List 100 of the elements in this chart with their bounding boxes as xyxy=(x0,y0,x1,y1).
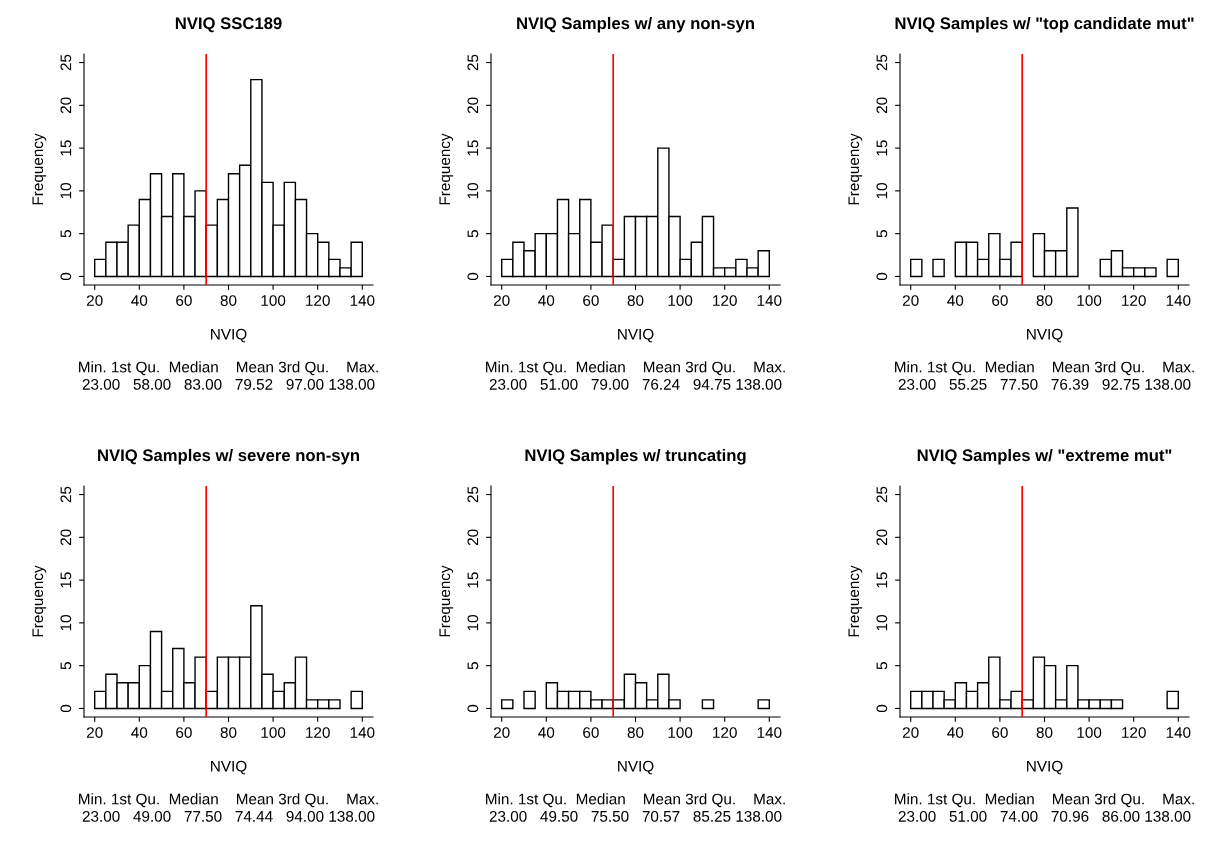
y-tick-label: 5 xyxy=(876,230,888,238)
x-tick-label: 40 xyxy=(131,727,148,738)
y-tick-label: 25 xyxy=(467,54,479,71)
y-tick-label: 5 xyxy=(876,662,888,670)
y-tick-label: 25 xyxy=(876,54,888,71)
x-tick-label: 100 xyxy=(668,295,693,306)
x-tick-label: 20 xyxy=(86,727,103,738)
y-tick-label: 15 xyxy=(60,140,72,156)
y-tick-label: 25 xyxy=(60,486,72,503)
x-tick-label: 60 xyxy=(992,727,1008,738)
y-tick-label: 15 xyxy=(467,572,479,588)
y-axis-title: Frequency xyxy=(439,565,454,637)
x-tick-label: 60 xyxy=(176,727,192,738)
x-tick-label: 100 xyxy=(668,727,693,738)
x-tick-label: 80 xyxy=(220,295,237,306)
y-tick-label: 5 xyxy=(467,230,479,238)
y-tick-label: 0 xyxy=(467,272,479,281)
text: 23.00 49.50 75.50 70.57 85.25 138.00 xyxy=(489,810,782,822)
text: Min. 1st Qu. Median Mean 3rd Qu. Max. xyxy=(486,793,785,808)
x-tick-label: 20 xyxy=(493,727,510,738)
text: 23.00 51.00 74.00 70.96 86.00 138.00 xyxy=(898,810,1191,822)
y-tick-label: 0 xyxy=(60,272,72,281)
x-axis-title: NVIQ xyxy=(1027,328,1063,343)
text: Min. 1st Qu. Median Mean 3rd Qu. Max. xyxy=(895,793,1194,808)
y-tick-label: 10 xyxy=(876,614,888,631)
y-tick-label: 20 xyxy=(876,97,888,114)
x-tick-label: 80 xyxy=(1036,295,1053,306)
text: Min. 1st Qu. Median Mean 3rd Qu. Max. xyxy=(895,361,1194,376)
x-tick-label: 40 xyxy=(538,727,555,738)
text: Min. 1st Qu. Median Mean 3rd Qu. Max. xyxy=(486,361,785,376)
x-tick-label: 100 xyxy=(1077,727,1102,738)
y-axis-title: Frequency xyxy=(32,133,47,205)
text: Min. 1st Qu. Median Mean 3rd Qu. Max. xyxy=(79,793,378,808)
x-tick-label: 20 xyxy=(86,295,103,306)
y-axis-title: Frequency xyxy=(439,133,454,205)
x-tick-label: 80 xyxy=(220,727,237,738)
chart-title: NVIQ SSC189 xyxy=(175,17,282,33)
y-tick-label: 25 xyxy=(467,486,479,503)
x-axis-title: NVIQ xyxy=(618,760,654,775)
text: 23.00 55.25 77.50 76.39 92.75 138.00 xyxy=(898,378,1191,390)
x-tick-label: 60 xyxy=(583,727,599,738)
x-tick-label: 100 xyxy=(261,295,286,306)
x-tick-label: 140 xyxy=(757,727,782,738)
y-axis-title: Frequency xyxy=(32,565,47,637)
chart-title: NVIQ Samples w/ "extreme mut" xyxy=(917,448,1172,465)
x-tick-label: 40 xyxy=(131,295,148,306)
y-tick-label: 20 xyxy=(467,97,479,114)
y-tick-label: 0 xyxy=(60,704,72,713)
x-tick-label: 40 xyxy=(538,295,555,306)
y-tick-label: 0 xyxy=(467,704,479,713)
x-tick-label: 80 xyxy=(627,295,644,306)
text: 23.00 58.00 83.00 79.52 97.00 138.00 xyxy=(82,378,375,390)
x-tick-label: 120 xyxy=(1122,295,1146,306)
x-tick-label: 20 xyxy=(902,295,919,306)
y-tick-label: 20 xyxy=(467,529,479,546)
y-tick-label: 0 xyxy=(876,272,888,281)
x-tick-label: 120 xyxy=(1122,727,1146,738)
chart-title: NVIQ Samples w/ any non-syn xyxy=(517,16,754,33)
y-tick-label: 0 xyxy=(876,704,888,713)
y-tick-label: 15 xyxy=(60,572,72,588)
y-tick-label: 20 xyxy=(60,97,72,114)
x-axis-title: NVIQ xyxy=(211,760,247,775)
x-tick-label: 60 xyxy=(583,295,599,306)
chart-title: NVIQ Samples w/ severe non-syn xyxy=(98,448,360,465)
x-tick-label: 120 xyxy=(713,295,737,306)
x-tick-label: 80 xyxy=(1036,727,1053,738)
y-tick-label: 15 xyxy=(467,140,479,156)
x-tick-label: 120 xyxy=(306,295,330,306)
y-tick-label: 25 xyxy=(60,54,72,71)
x-tick-label: 120 xyxy=(713,727,737,738)
text: Min. 1st Qu. Median Mean 3rd Qu. Max. xyxy=(79,361,378,376)
x-tick-label: 140 xyxy=(350,295,375,306)
x-tick-label: 20 xyxy=(902,727,919,738)
y-tick-label: 20 xyxy=(876,529,888,546)
x-tick-label: 120 xyxy=(306,727,330,738)
y-tick-label: 15 xyxy=(876,140,888,156)
y-tick-label: 10 xyxy=(60,614,72,631)
x-tick-label: 140 xyxy=(1166,295,1191,306)
y-tick-label: 20 xyxy=(60,529,72,546)
text: 23.00 49.00 77.50 74.44 94.00 138.00 xyxy=(82,810,375,822)
x-tick-label: 40 xyxy=(947,727,964,738)
y-tick-label: 10 xyxy=(60,182,72,199)
x-tick-label: 140 xyxy=(1166,727,1191,738)
x-tick-label: 60 xyxy=(176,295,192,306)
y-tick-label: 5 xyxy=(60,230,72,238)
x-axis-title: NVIQ xyxy=(618,328,654,343)
x-tick-label: 140 xyxy=(350,727,375,738)
y-axis-title: Frequency xyxy=(848,133,863,205)
y-axis-title: Frequency xyxy=(848,565,863,637)
x-tick-label: 140 xyxy=(757,295,782,306)
x-axis-title: NVIQ xyxy=(1027,760,1063,775)
y-tick-label: 15 xyxy=(876,572,888,588)
x-tick-label: 40 xyxy=(947,295,964,306)
y-tick-label: 25 xyxy=(876,486,888,503)
y-tick-label: 10 xyxy=(467,614,479,631)
x-axis-title: NVIQ xyxy=(211,328,247,343)
y-tick-label: 5 xyxy=(60,662,72,670)
x-tick-label: 100 xyxy=(1077,295,1102,306)
x-tick-label: 100 xyxy=(261,727,286,738)
x-tick-label: 60 xyxy=(992,295,1008,306)
